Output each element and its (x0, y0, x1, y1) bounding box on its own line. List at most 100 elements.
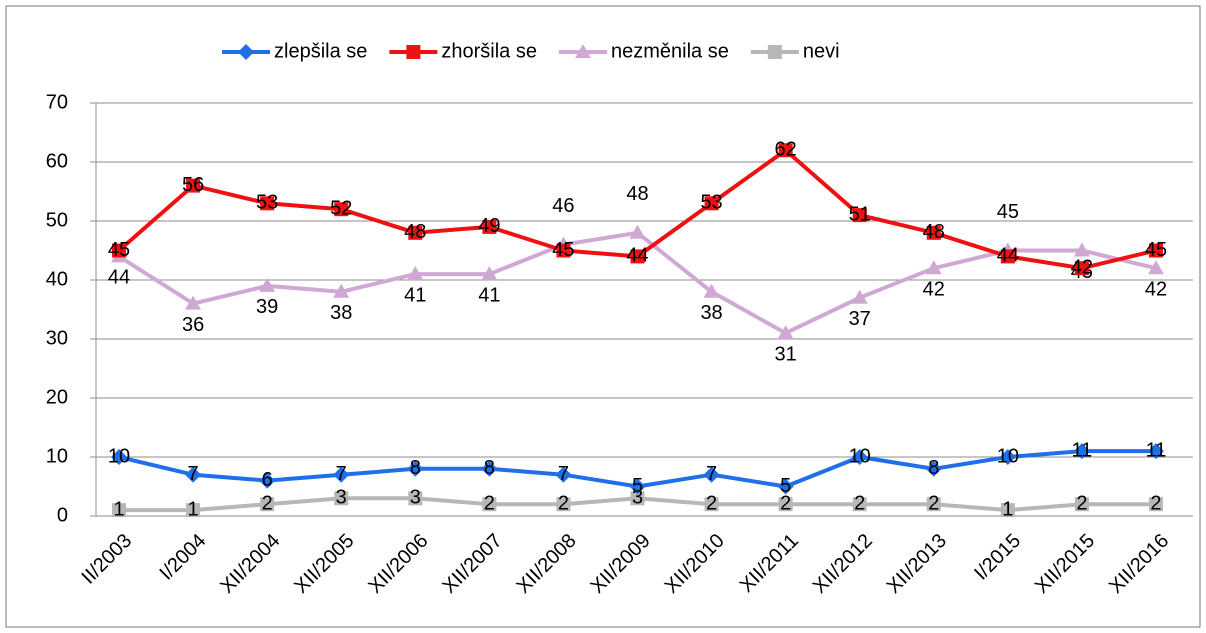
marker (777, 478, 794, 495)
marker (1073, 242, 1090, 257)
marker (704, 196, 719, 211)
marker (555, 466, 572, 483)
marker (1148, 243, 1163, 258)
marker (703, 283, 720, 298)
data-label: 6 (262, 469, 273, 491)
marker (1073, 443, 1090, 460)
legend-marker (575, 44, 591, 58)
data-label: 41 (404, 284, 426, 306)
marker (704, 497, 719, 512)
marker (926, 497, 941, 512)
data-label: 7 (188, 463, 199, 485)
marker (481, 460, 498, 477)
marker (629, 224, 646, 239)
data-label: 48 (626, 183, 648, 205)
marker (259, 472, 276, 489)
y-tick-label: 20 (46, 386, 68, 408)
data-label: 41 (478, 284, 500, 306)
data-label: 2 (1076, 492, 1087, 514)
data-label: 11 (1146, 439, 1167, 461)
data-label: 42 (1145, 278, 1167, 300)
marker (1148, 497, 1163, 512)
y-tick-label: 0 (57, 504, 68, 526)
data-label: 48 (404, 221, 426, 243)
legend-marker (767, 45, 782, 59)
marker (186, 503, 201, 518)
marker (630, 491, 645, 506)
marker (1074, 497, 1089, 512)
marker (851, 449, 868, 465)
data-label: 2 (558, 492, 569, 514)
marker (852, 497, 867, 512)
marker (407, 460, 424, 477)
legend-marker (406, 45, 421, 59)
data-label: 3 (632, 487, 643, 509)
marker (851, 289, 868, 304)
marker (333, 466, 350, 483)
marker (777, 325, 794, 340)
legend-item: zlepšila se (222, 40, 367, 62)
data-label: 5 (632, 475, 643, 497)
data-label: 1 (1002, 498, 1013, 520)
marker (925, 260, 942, 275)
marker (407, 266, 424, 281)
data-label: 48 (923, 221, 945, 243)
data-label: 44 (108, 267, 130, 289)
marker (556, 497, 571, 512)
marker (1147, 443, 1164, 460)
data-label: 10 (997, 445, 1019, 467)
data-label: 8 (484, 457, 495, 479)
marker (333, 283, 350, 298)
data-label: 45 (997, 201, 1019, 223)
data-label: 7 (706, 463, 717, 485)
marker (778, 143, 793, 158)
legend-label: nezměnila se (611, 40, 729, 62)
legend-item: nevi (750, 40, 840, 62)
data-label: 36 (182, 314, 204, 336)
marker (1000, 249, 1015, 264)
data-label: 2 (780, 492, 791, 514)
marker (111, 449, 128, 465)
data-label: 7 (336, 463, 347, 485)
data-label: 2 (262, 492, 273, 514)
marker (408, 491, 423, 506)
data-label: 3 (336, 487, 347, 509)
marker (629, 478, 646, 495)
marker (1147, 260, 1164, 275)
marker (259, 277, 276, 292)
marker (408, 225, 423, 240)
marker (482, 219, 497, 234)
marker (926, 225, 941, 240)
legend-marker (238, 44, 254, 60)
data-label: 44 (997, 245, 1019, 267)
data-label: 52 (330, 197, 352, 219)
data-label: 56 (182, 174, 204, 196)
marker (1000, 503, 1015, 518)
legend-label: zhoršila se (441, 40, 537, 62)
legend-item: zhoršila se (389, 40, 537, 62)
data-label: 2 (706, 492, 717, 514)
data-label: 1 (113, 498, 124, 520)
data-label: 45 (552, 239, 574, 261)
marker (482, 497, 497, 512)
y-tick-label: 30 (46, 327, 68, 349)
data-label: 8 (410, 457, 421, 479)
marker (852, 208, 867, 223)
data-label: 31 (775, 343, 797, 365)
y-tick-label: 10 (46, 445, 68, 467)
y-tick-label: 40 (46, 268, 68, 290)
marker (999, 449, 1016, 465)
chart-border (5, 5, 1201, 628)
marker (186, 178, 201, 193)
marker (481, 266, 498, 281)
marker (630, 249, 645, 264)
data-label: 38 (700, 302, 722, 324)
legend-item: nezměnila se (559, 40, 729, 62)
marker (556, 243, 571, 258)
data-label: 38 (330, 302, 352, 324)
marker (925, 460, 942, 477)
data-label: 46 (552, 195, 574, 217)
marker (185, 295, 202, 310)
data-label: 37 (849, 308, 871, 330)
